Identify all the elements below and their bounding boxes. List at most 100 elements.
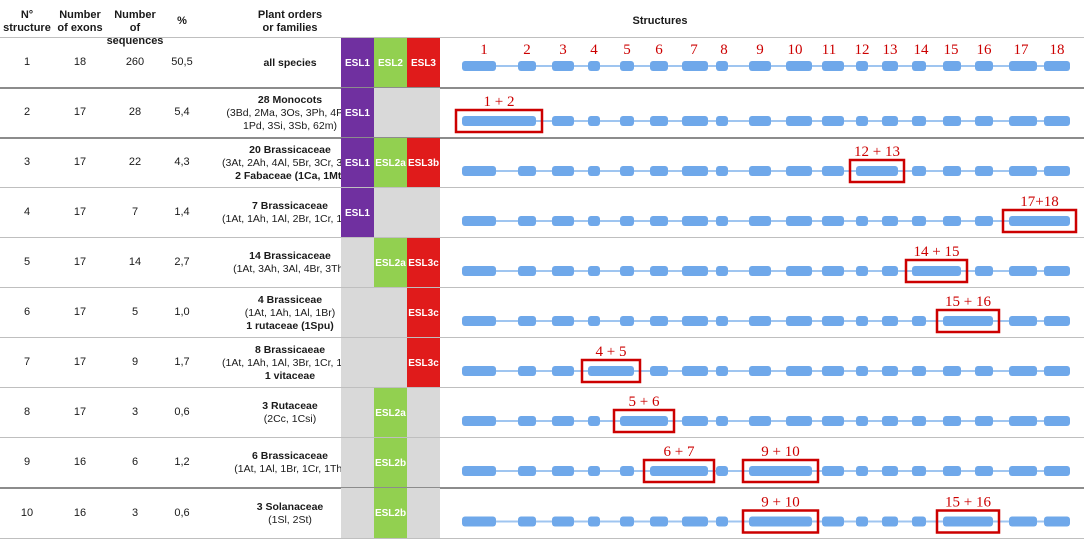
exon bbox=[650, 366, 668, 376]
cell-structure-number: 9 bbox=[23, 456, 31, 468]
exon bbox=[462, 61, 496, 71]
structure-row-10: 9 + 10 15 + 16 bbox=[462, 495, 1070, 534]
cell-structure-number: 2 bbox=[23, 106, 31, 118]
exon bbox=[1009, 366, 1037, 376]
exon-number-label: 3 bbox=[559, 42, 567, 58]
exon-number-label: 17 bbox=[1014, 42, 1030, 58]
header-number-of-sequences: Number of sequences bbox=[106, 9, 164, 47]
exon bbox=[822, 166, 844, 176]
cell-percent: 5,4 bbox=[174, 106, 190, 118]
exon bbox=[912, 216, 926, 226]
exon bbox=[1044, 266, 1070, 276]
exon bbox=[620, 61, 634, 71]
cell-percent: 0,6 bbox=[174, 406, 190, 418]
structure-row-3: 12 + 13 bbox=[462, 144, 1070, 184]
exon bbox=[912, 416, 926, 426]
exon bbox=[1044, 516, 1070, 527]
esl-badge-esl2a: ESL2a bbox=[374, 238, 407, 288]
exon bbox=[552, 416, 574, 426]
exon bbox=[882, 61, 898, 71]
exon bbox=[749, 61, 771, 71]
esl-empty-cell bbox=[407, 188, 440, 238]
exon bbox=[518, 216, 536, 226]
merged-exon-box bbox=[904, 258, 969, 284]
row-divider bbox=[0, 387, 1084, 388]
exon bbox=[682, 416, 708, 426]
exon bbox=[856, 316, 868, 326]
structure-row-9: 6 + 7 9 + 10 bbox=[462, 444, 1070, 484]
esl-empty-cell bbox=[407, 88, 440, 138]
cell-plant-family: 4 Brassiceae (1At, 1Ah, 1Al, 1Br) 1 rutace… bbox=[244, 293, 336, 332]
exon bbox=[1044, 466, 1070, 476]
cell-structure-number: 3 bbox=[23, 156, 31, 168]
exon bbox=[912, 366, 926, 376]
cell-sequence-count: 260 bbox=[125, 56, 145, 68]
exon bbox=[1009, 316, 1037, 326]
merged-exon bbox=[749, 516, 812, 527]
exon bbox=[462, 266, 496, 276]
exon-number-label: 14 bbox=[914, 42, 930, 58]
row-divider bbox=[0, 437, 1084, 438]
esl-empty-cell bbox=[374, 338, 407, 388]
merged-exon bbox=[462, 116, 536, 126]
exon bbox=[552, 266, 574, 276]
row-divider bbox=[0, 538, 1084, 539]
exon bbox=[716, 116, 728, 126]
exon bbox=[822, 416, 844, 426]
merged-exon bbox=[912, 266, 961, 276]
merged-exon bbox=[943, 316, 993, 326]
exon bbox=[588, 116, 600, 126]
merged-exon-box bbox=[741, 458, 820, 484]
structure-row-7: 4 + 5 bbox=[462, 344, 1070, 384]
merged-exon-box bbox=[612, 408, 676, 434]
exon-number-label: 16 bbox=[977, 42, 993, 58]
exon bbox=[588, 216, 600, 226]
exon bbox=[975, 216, 993, 226]
exon bbox=[682, 166, 708, 176]
exon bbox=[518, 266, 536, 276]
merged-exon-box bbox=[935, 308, 1001, 334]
merged-exon bbox=[856, 166, 898, 176]
exon bbox=[518, 166, 536, 176]
row-divider bbox=[0, 487, 1084, 489]
cell-percent: 1,4 bbox=[174, 206, 190, 218]
merged-exon-label: 17+18 bbox=[1020, 194, 1058, 210]
exon bbox=[943, 366, 961, 376]
exon bbox=[620, 516, 634, 527]
merged-exon-label: 14 + 15 bbox=[914, 244, 960, 260]
exon bbox=[650, 266, 668, 276]
exon bbox=[975, 416, 993, 426]
cell-percent: 4,3 bbox=[174, 156, 190, 168]
exon bbox=[588, 516, 600, 527]
exon bbox=[1009, 166, 1037, 176]
exon bbox=[882, 366, 898, 376]
cell-sequence-count: 28 bbox=[128, 106, 142, 118]
exon bbox=[682, 216, 708, 226]
exon-number-label: 2 bbox=[523, 42, 531, 58]
merged-exon bbox=[1009, 216, 1070, 226]
header-structures: Structures bbox=[632, 15, 688, 27]
exon bbox=[1044, 166, 1070, 176]
exon bbox=[786, 366, 812, 376]
exon-number-label: 4 bbox=[590, 42, 598, 58]
exon-number-label: 13 bbox=[883, 42, 898, 58]
header-plant-orders: Plant orders or families bbox=[257, 9, 323, 34]
esl-badge-esl3c: ESL3c bbox=[407, 338, 440, 388]
exon bbox=[822, 516, 844, 527]
header-structure-number: N° structure bbox=[3, 9, 51, 34]
exon bbox=[822, 116, 844, 126]
merged-exon-label: 1 + 2 bbox=[484, 94, 515, 110]
cell-percent: 0,6 bbox=[174, 506, 190, 519]
merged-exon-box bbox=[580, 358, 642, 384]
esl-badge-esl1: ESL1 bbox=[341, 138, 374, 188]
exon bbox=[943, 61, 961, 71]
exon bbox=[462, 516, 496, 527]
row-divider bbox=[0, 137, 1084, 139]
exon bbox=[518, 416, 536, 426]
exon bbox=[1044, 116, 1070, 126]
cell-structure-number: 8 bbox=[23, 406, 31, 418]
esl-empty-cell bbox=[341, 488, 374, 539]
exon bbox=[552, 516, 574, 527]
exon bbox=[749, 116, 771, 126]
cell-exon-count: 16 bbox=[73, 456, 87, 468]
